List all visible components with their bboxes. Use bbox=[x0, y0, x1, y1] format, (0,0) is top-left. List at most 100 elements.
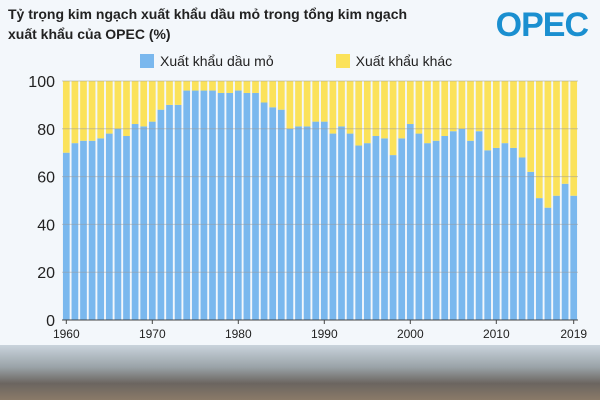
bar-other-1966 bbox=[114, 81, 122, 129]
bar-other-1986 bbox=[286, 81, 294, 129]
bar-other-1989 bbox=[312, 81, 320, 122]
bar-oil-2013 bbox=[518, 157, 526, 320]
bar-other-1980 bbox=[234, 81, 242, 91]
bar-oil-1963 bbox=[88, 140, 96, 320]
bar-oil-2008 bbox=[475, 131, 483, 320]
bar-oil-1973 bbox=[174, 104, 182, 321]
bar-oil-1997 bbox=[381, 138, 388, 320]
bar-oil-1970 bbox=[148, 121, 156, 320]
bar-other-2015 bbox=[535, 81, 543, 199]
bar-oil-2019 bbox=[570, 195, 578, 320]
bar-other-1982 bbox=[252, 81, 259, 93]
bar-other-1998 bbox=[389, 81, 397, 156]
legend-item-other: Xuất khẩu khác bbox=[335, 53, 453, 69]
bar-other-2019 bbox=[570, 81, 578, 196]
bar-oil-1981 bbox=[243, 92, 251, 320]
bar-oil-1978 bbox=[217, 92, 225, 320]
bar-oil-1972 bbox=[166, 104, 173, 321]
legend-swatch-oil bbox=[140, 54, 154, 68]
bar-oil-2014 bbox=[527, 171, 535, 320]
bar-other-2009 bbox=[484, 81, 492, 151]
bar-oil-1982 bbox=[252, 92, 259, 320]
x-tick-label: 2010 bbox=[483, 327, 510, 341]
y-tick-label: 100 bbox=[28, 74, 55, 91]
bar-oil-1989 bbox=[312, 121, 320, 320]
legend-label-other: Xuất khẩu khác bbox=[355, 53, 453, 69]
bar-other-1999 bbox=[398, 81, 406, 139]
x-tick-label: 1980 bbox=[225, 327, 252, 341]
bar-other-1972 bbox=[166, 81, 173, 105]
bar-other-1991 bbox=[329, 81, 337, 134]
bar-oil-1964 bbox=[97, 138, 105, 320]
bar-other-1973 bbox=[174, 81, 182, 105]
bar-oil-2001 bbox=[415, 133, 423, 320]
bar-oil-2000 bbox=[406, 124, 414, 321]
bar-oil-1962 bbox=[80, 140, 87, 320]
y-tick-label: 80 bbox=[37, 122, 55, 139]
bar-other-1993 bbox=[346, 81, 354, 134]
bar-other-1995 bbox=[363, 81, 371, 144]
bar-oil-2016 bbox=[544, 207, 552, 320]
bar-oil-1977 bbox=[209, 90, 216, 320]
bar-other-1992 bbox=[338, 81, 345, 127]
x-tick-label: 1960 bbox=[53, 327, 80, 341]
y-tick-label: 60 bbox=[37, 170, 55, 187]
bar-other-1997 bbox=[381, 81, 388, 139]
bar-other-1965 bbox=[105, 81, 113, 134]
bar-other-1987 bbox=[295, 81, 302, 127]
bar-other-1975 bbox=[191, 81, 199, 91]
bar-other-2000 bbox=[406, 81, 414, 125]
bar-other-2002 bbox=[424, 81, 431, 144]
bar-oil-2005 bbox=[449, 131, 457, 320]
bar-other-1983 bbox=[260, 81, 268, 103]
bar-oil-2018 bbox=[561, 183, 569, 320]
bar-oil-1996 bbox=[372, 135, 380, 320]
bar-other-2005 bbox=[449, 81, 457, 132]
bar-other-1978 bbox=[217, 81, 225, 93]
bar-oil-1988 bbox=[303, 126, 311, 320]
legend-item-oil: Xuất khẩu dầu mỏ bbox=[140, 53, 274, 69]
bar-oil-1974 bbox=[183, 90, 191, 320]
bar-other-1996 bbox=[372, 81, 380, 136]
bar-other-2007 bbox=[467, 81, 474, 141]
bar-oil-1975 bbox=[191, 90, 199, 320]
legend-label-oil: Xuất khẩu dầu mỏ bbox=[160, 53, 274, 69]
bar-oil-1976 bbox=[200, 90, 208, 320]
bar-other-1977 bbox=[209, 81, 216, 91]
bar-oil-1998 bbox=[389, 155, 397, 320]
bar-oil-1987 bbox=[295, 126, 302, 320]
bar-oil-1960 bbox=[62, 152, 70, 320]
bar-other-1990 bbox=[320, 81, 328, 122]
bar-other-2006 bbox=[458, 81, 466, 129]
bar-oil-1971 bbox=[157, 109, 165, 321]
legend: Xuất khẩu dầu mỏ Xuất khẩu khác bbox=[140, 53, 452, 69]
y-tick-label: 0 bbox=[46, 313, 55, 330]
bar-other-1963 bbox=[88, 81, 96, 141]
bar-other-1976 bbox=[200, 81, 208, 91]
bar-oil-1991 bbox=[329, 133, 337, 320]
bar-other-2017 bbox=[553, 81, 560, 196]
y-tick-label: 40 bbox=[37, 217, 55, 234]
opec-logo: OPEC bbox=[495, 6, 589, 44]
bar-other-2014 bbox=[527, 81, 535, 172]
y-tick-label: 20 bbox=[37, 265, 55, 282]
bar-other-1985 bbox=[277, 81, 285, 110]
bar-other-2004 bbox=[441, 81, 449, 136]
x-tick-label: 1970 bbox=[139, 327, 166, 341]
bar-oil-2002 bbox=[424, 143, 431, 320]
bar-other-1964 bbox=[97, 81, 105, 139]
bar-oil-1965 bbox=[105, 133, 113, 320]
bar-other-1994 bbox=[355, 81, 363, 146]
x-tick-label: 2000 bbox=[397, 327, 424, 341]
bar-other-1981 bbox=[243, 81, 251, 93]
bar-other-1967 bbox=[123, 81, 130, 136]
x-tick-label: 2019 bbox=[560, 327, 587, 341]
bar-other-1961 bbox=[71, 81, 79, 144]
oil-field-photo bbox=[0, 345, 600, 400]
bar-oil-2009 bbox=[484, 150, 492, 320]
bar-other-2008 bbox=[475, 81, 483, 132]
bar-oil-1985 bbox=[277, 109, 285, 321]
bar-other-2012 bbox=[510, 81, 517, 148]
bar-other-1984 bbox=[269, 81, 277, 108]
bar-oil-2010 bbox=[492, 147, 500, 320]
